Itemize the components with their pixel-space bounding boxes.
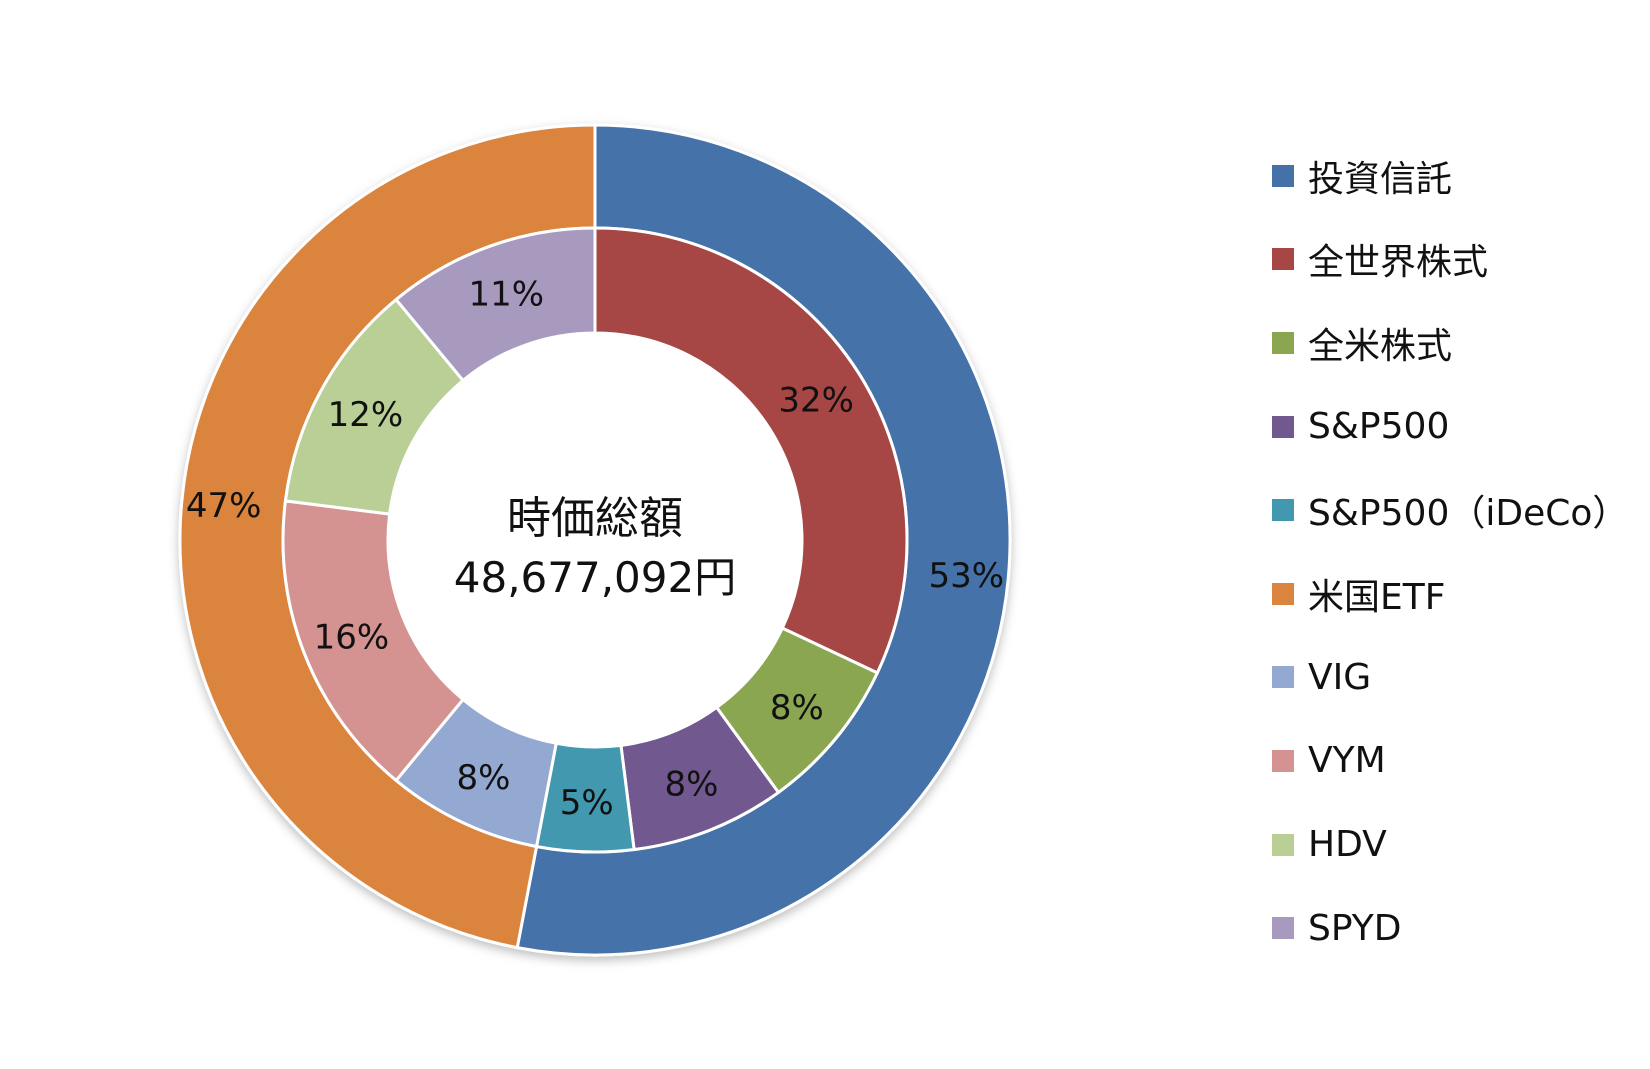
- slice-labels: 53% 47% 32% 8% 8% 5% 8% 16% 12% 11%: [186, 274, 1004, 822]
- legend-label: VIG: [1308, 656, 1372, 698]
- legend-label: 投資信託: [1308, 158, 1453, 200]
- legend-item: S&P500（iDeCo）: [1272, 468, 1642, 552]
- legend-label: SPYD: [1308, 907, 1402, 949]
- inner-ring-data-label-6: 12%: [328, 395, 404, 435]
- inner-ring-slice-0: [593, 226, 909, 675]
- inner-ring-data-label-5: 16%: [314, 617, 390, 657]
- legend-swatch: [1272, 499, 1294, 522]
- legend-item: S&P500: [1272, 385, 1642, 469]
- legend-item: 全世界株式: [1272, 218, 1642, 302]
- legend-item: 米国ETF: [1272, 552, 1642, 636]
- legend-item: VYM: [1272, 719, 1642, 803]
- inner-ring-data-label-3: 5%: [560, 783, 614, 823]
- inner-ring-data-label-1: 8%: [770, 688, 824, 728]
- legend-swatch: [1272, 749, 1294, 772]
- legend-swatch: [1272, 415, 1294, 438]
- inner-ring-data-label-2: 8%: [664, 765, 718, 805]
- legend-label: 米国ETF: [1308, 576, 1446, 618]
- legend-label: HDV: [1308, 824, 1387, 866]
- outer-ring-data-label-0: 53%: [929, 556, 1005, 596]
- legend-label: 全米株式: [1308, 325, 1453, 367]
- legend-swatch: [1272, 164, 1294, 187]
- legend-label: S&P500: [1308, 406, 1450, 448]
- legend-swatch: [1272, 331, 1294, 354]
- legend-item: VIG: [1272, 636, 1642, 720]
- legend-label: VYM: [1308, 740, 1386, 782]
- inner-ring-data-label-4: 8%: [456, 758, 510, 798]
- legend-swatch: [1272, 248, 1294, 271]
- legend-label: S&P500（iDeCo）: [1308, 493, 1629, 535]
- legend-label: 全世界株式: [1308, 242, 1489, 284]
- inner-ring: [281, 226, 909, 854]
- legend-item: SPYD: [1272, 886, 1642, 970]
- legend-swatch: [1272, 666, 1294, 689]
- legend-swatch: [1272, 582, 1294, 605]
- legend-item: 投資信託: [1272, 134, 1642, 218]
- center-title: 時価総額: [507, 493, 683, 544]
- legend-item: 全米株式: [1272, 301, 1642, 385]
- inner-ring-data-label-0: 32%: [778, 381, 854, 421]
- legend: 投資信託全世界株式全米株式 S&P500 S&P500（iDeCo） 米国ETF VIG…: [1272, 134, 1642, 970]
- inner-ring-data-label-7: 11%: [468, 274, 544, 314]
- legend-swatch: [1272, 917, 1294, 940]
- legend-item: HDV: [1272, 803, 1642, 887]
- legend-swatch: [1272, 833, 1294, 856]
- inner-ring-slice-7: [394, 226, 597, 383]
- center-value: 48,677,092円: [454, 553, 736, 602]
- outer-ring-data-label-1: 47%: [186, 486, 262, 526]
